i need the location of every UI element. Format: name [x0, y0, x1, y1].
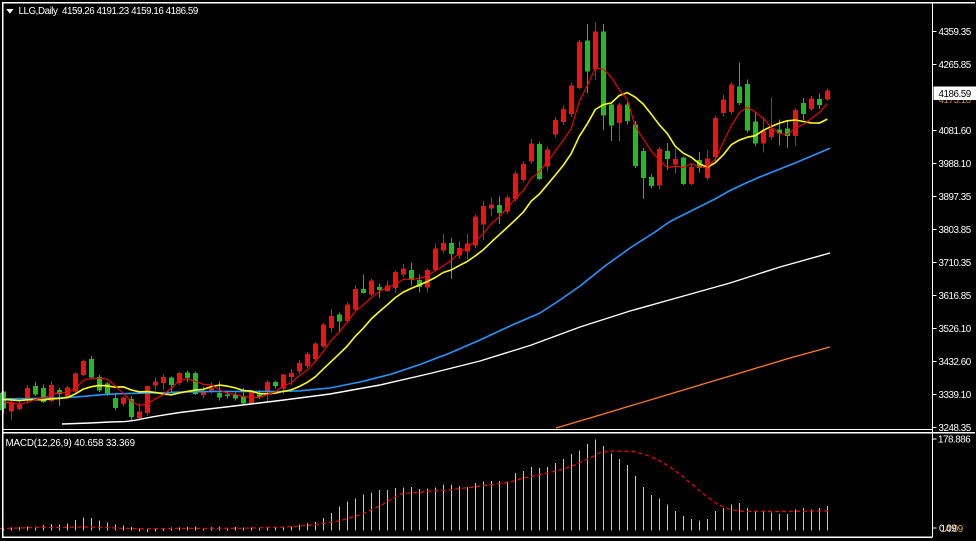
svg-text:3803.85: 3803.85 [939, 225, 972, 236]
svg-text:3248.35: 3248.35 [939, 423, 972, 434]
svg-text:4359.35: 4359.35 [939, 27, 972, 38]
svg-text:LLG,Daily 4159.26 4191.23 415: LLG,Daily 4159.26 4191.23 4159.16 4186.5… [19, 6, 198, 17]
svg-text:3339.10: 3339.10 [939, 390, 972, 401]
svg-text:3526.10: 3526.10 [939, 324, 972, 335]
svg-text:3988.10: 3988.10 [939, 159, 972, 170]
svg-text:MACD(12,26,9) 40.658 33.369: MACD(12,26,9) 40.658 33.369 [6, 438, 135, 449]
svg-text:3897.35: 3897.35 [939, 192, 972, 203]
svg-text:4175.10: 4175.10 [939, 95, 972, 106]
svg-text:14.09: 14.09 [941, 524, 963, 535]
svg-text:3616.85: 3616.85 [939, 291, 972, 302]
svg-text:4186.59: 4186.59 [939, 89, 971, 100]
svg-text:4081.60: 4081.60 [939, 126, 972, 137]
svg-text:3710.35: 3710.35 [939, 258, 972, 269]
svg-text:4265.85: 4265.85 [939, 60, 972, 71]
svg-text:3432.60: 3432.60 [939, 357, 972, 368]
svg-text:178.886: 178.886 [938, 435, 971, 446]
svg-text:0.09: 0.09 [939, 523, 956, 534]
